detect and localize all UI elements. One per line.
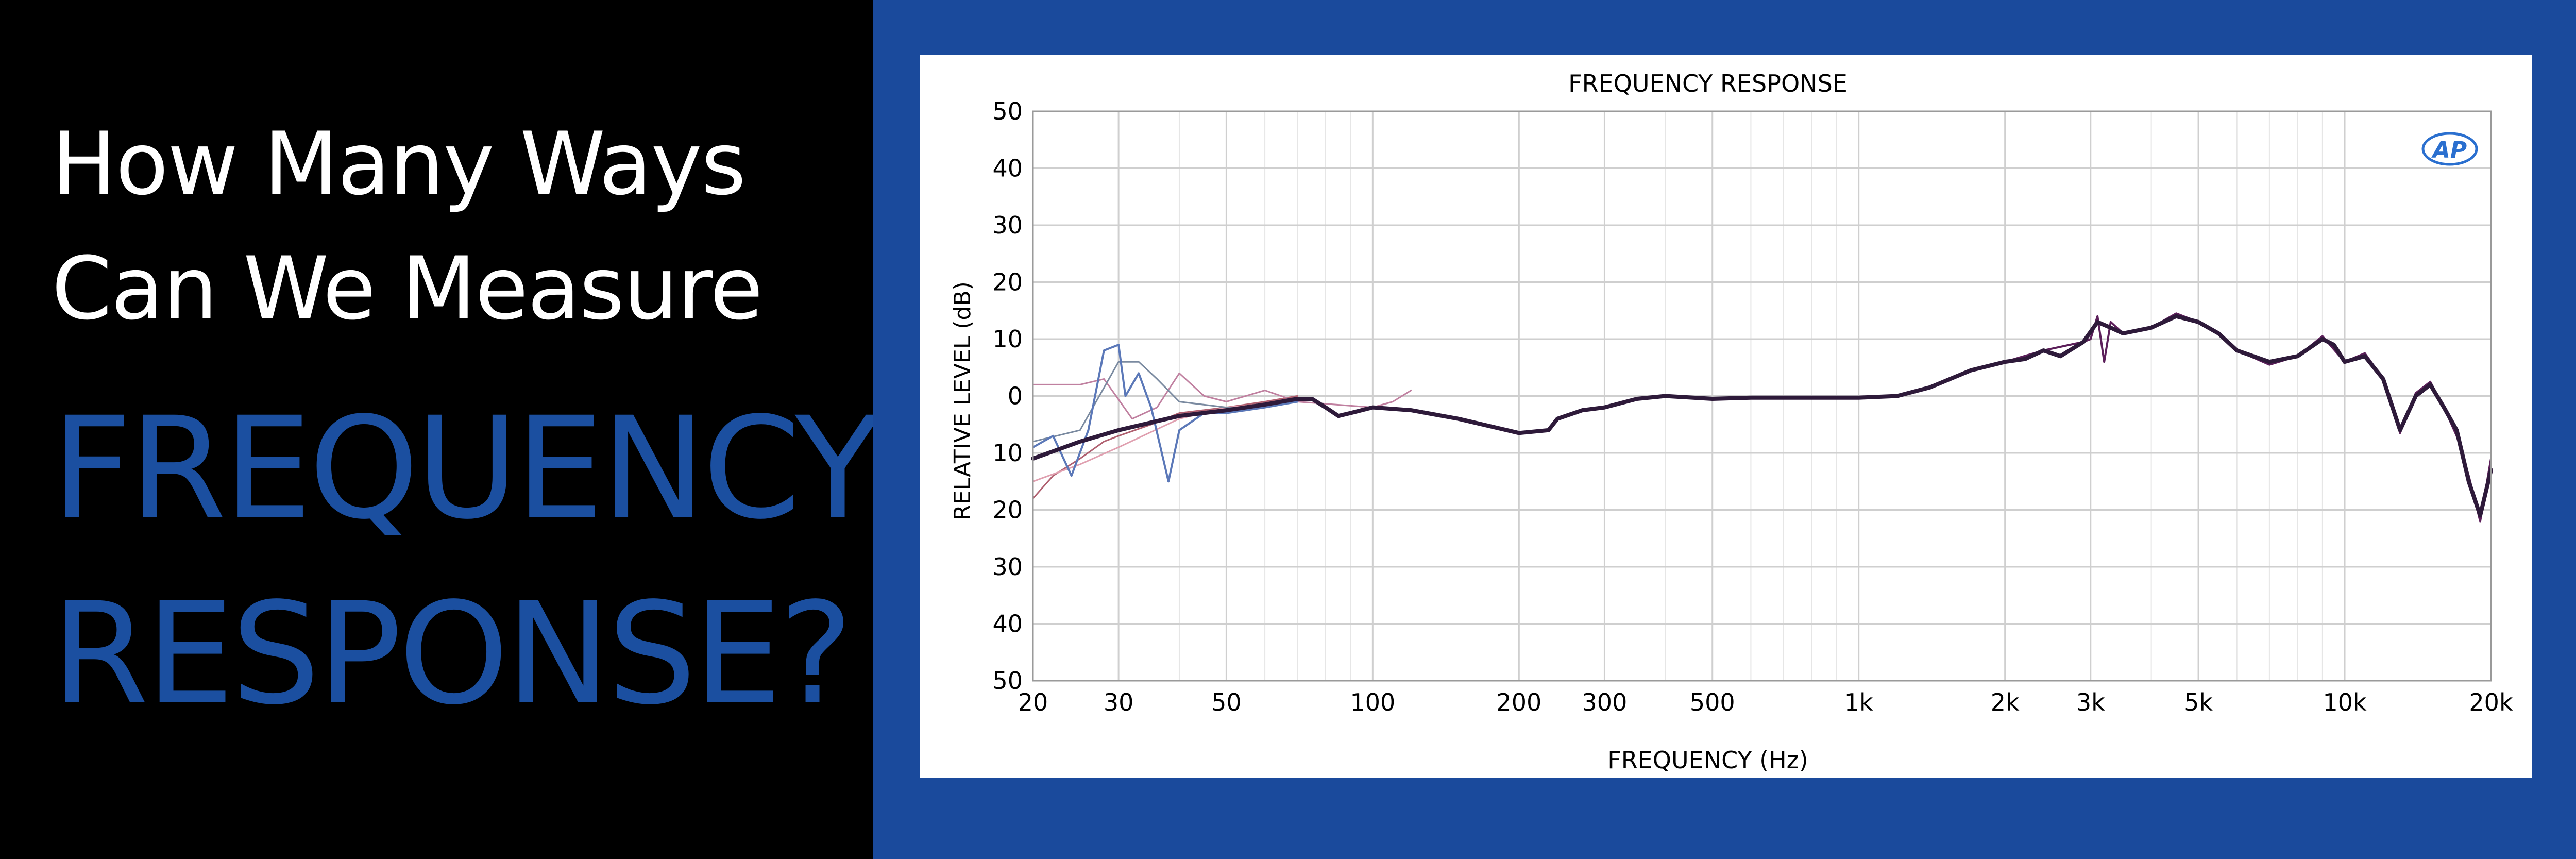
x-axis-label: FREQUENCY (Hz) [1607, 746, 1808, 774]
series-line-3 [1032, 344, 1299, 483]
x-tick-label: 1k [1844, 688, 1873, 716]
y-tick-label: 30 [992, 211, 1023, 239]
x-tick-label: 300 [1582, 688, 1628, 716]
x-tick-label: 30 [1104, 688, 1134, 716]
x-tick-label: 3k [2076, 688, 2105, 716]
x-tick-label: 20k [2469, 688, 2513, 716]
ap-logo-icon: AP [2421, 132, 2478, 166]
y-tick-label: 40 [992, 610, 1023, 638]
y-tick-label: 10 [992, 439, 1023, 467]
y-tick-label: 0 [1008, 382, 1023, 410]
y-tick-label: 50 [992, 97, 1023, 125]
y-tick-label: 10 [992, 325, 1023, 353]
chart-frame: FREQUENCY RESPONSE 20 30 50 100 200 300 500 1k 2… [920, 55, 2532, 778]
y-tick-label: 20 [992, 268, 1023, 296]
headline-line-4: RESPONSE? [52, 573, 853, 736]
x-tick-label: 50 [1211, 688, 1242, 716]
x-tick-label: 2k [1991, 688, 2020, 716]
x-tick-label: 20 [1018, 688, 1048, 716]
x-tick-label: 100 [1350, 688, 1395, 716]
x-tick-label: 10k [2323, 688, 2367, 716]
y-tick-label: 40 [992, 155, 1023, 182]
y-axis-label: RELATIVE LEVEL (dB) [950, 281, 976, 520]
series-line-7 [1032, 361, 1298, 443]
y-tick-label: 30 [992, 553, 1023, 581]
y-tick-label: 20 [992, 496, 1023, 524]
frequency-response-chart: FREQUENCY RESPONSE 20 30 50 100 200 300 500 1k 2… [950, 70, 2513, 774]
tick-labels: 20 30 50 100 200 300 500 1k 2k 3k 5k 10k 20k50403020… [992, 97, 2513, 716]
y-tick-label: 50 [992, 667, 1023, 695]
headline-line-2: Can We Measure [52, 238, 763, 339]
chart-title: FREQUENCY RESPONSE [1568, 70, 1848, 97]
headline-line-1: How Many Ways [52, 113, 746, 214]
plot-border [1032, 110, 2492, 682]
headline-line-3: FREQUENCY [52, 388, 880, 550]
x-tick-label: 500 [1690, 688, 1735, 716]
x-tick-label: 5k [2184, 688, 2213, 716]
headline-panel: How Many Ways Can We Measure FREQUENCY R… [0, 0, 880, 859]
series-layer [1031, 312, 2493, 523]
series-line-4 [1032, 395, 1298, 499]
logo-text: AP [2431, 137, 2467, 163]
series-line-1 [1031, 314, 2493, 518]
x-tick-label: 200 [1496, 688, 1541, 716]
